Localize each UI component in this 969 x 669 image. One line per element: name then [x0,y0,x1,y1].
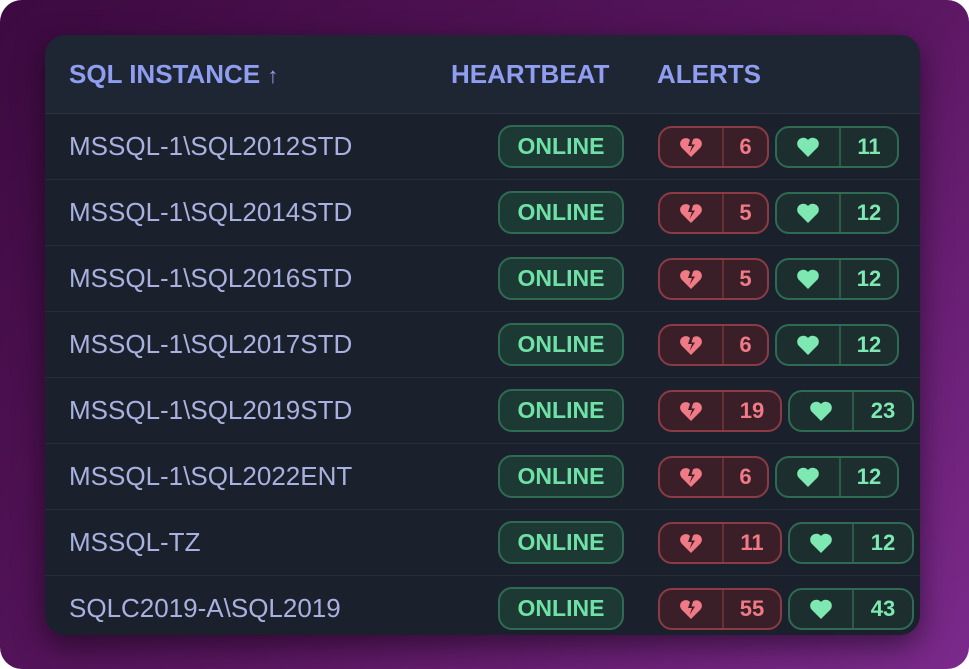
table-row[interactable]: MSSQL-TZ ONLINE 11 12 [45,510,920,576]
instance-header-label: SQL INSTANCE [69,59,261,89]
healthy-alerts-pill[interactable]: 12 [788,522,914,564]
failed-alerts-count: 11 [740,530,764,555]
column-header-alerts[interactable]: ALERTS [657,59,761,89]
heart-icon [777,326,841,364]
instance-name[interactable]: MSSQL-1\SQL2012STD [69,131,353,161]
healthy-alerts-count: 23 [870,398,896,423]
failed-alerts-count: 5 [739,200,752,225]
heart-icon [777,194,841,232]
status-badge: ONLINE [498,455,624,498]
broken-heart-icon [660,392,724,430]
failed-alerts-count: 6 [739,464,752,489]
table-row[interactable]: MSSQL-1\SQL2019STD ONLINE 19 23 [45,378,920,444]
broken-heart-icon [660,326,724,364]
table-row[interactable]: MSSQL-1\SQL2014STD ONLINE 5 12 [45,180,920,246]
instance-name[interactable]: MSSQL-1\SQL2017STD [69,329,353,359]
failed-alerts-pill[interactable]: 5 [658,192,769,234]
healthy-alerts-count: 12 [856,464,882,489]
broken-heart-icon [660,590,724,628]
failed-alerts-pill[interactable]: 19 [658,390,782,432]
status-badge: ONLINE [498,389,624,432]
failed-alerts-count: 19 [739,398,765,423]
healthy-alerts-pill[interactable]: 12 [775,258,899,300]
status-badge: ONLINE [498,521,624,564]
heart-icon [777,260,841,298]
status-badge: ONLINE [498,257,624,300]
failed-alerts-pill[interactable]: 6 [658,456,769,498]
heart-icon [790,590,854,628]
failed-alerts-pill[interactable]: 5 [658,258,769,300]
broken-heart-icon [660,194,724,232]
broken-heart-icon [660,260,724,298]
table-header: SQL INSTANCE ↑ HEARTBEAT ALERTS [45,35,920,114]
healthy-alerts-count: 12 [856,266,882,291]
failed-alerts-pill[interactable]: 6 [658,126,769,168]
instance-name[interactable]: MSSQL-TZ [69,527,201,557]
failed-alerts-pill[interactable]: 6 [658,324,769,366]
instances-table: SQL INSTANCE ↑ HEARTBEAT ALERTS MSSQL-1\… [45,35,920,635]
instance-name[interactable]: MSSQL-1\SQL2019STD [69,395,353,425]
instance-name[interactable]: MSSQL-1\SQL2016STD [69,263,353,293]
instance-name[interactable]: MSSQL-1\SQL2022ENT [69,461,353,491]
table-row[interactable]: MSSQL-1\SQL2016STD ONLINE 5 12 [45,246,920,312]
column-header-heartbeat[interactable]: HEARTBEAT [451,59,610,89]
healthy-alerts-count: 11 [857,134,881,159]
table-row[interactable]: MSSQL-1\SQL2022ENT ONLINE 6 12 [45,444,920,510]
table-row[interactable]: SQLC2019-A\SQL2019 ONLINE 55 43 [45,576,920,635]
heart-icon [777,458,841,496]
status-badge: ONLINE [498,125,624,168]
healthy-alerts-pill[interactable]: 11 [775,126,899,168]
table-row[interactable]: MSSQL-1\SQL2017STD ONLINE 6 12 [45,312,920,378]
broken-heart-icon [660,524,724,562]
broken-heart-icon [660,458,724,496]
healthy-alerts-pill[interactable]: 23 [788,390,914,432]
instance-name[interactable]: SQLC2019-A\SQL2019 [69,593,341,623]
status-badge: ONLINE [498,587,624,630]
failed-alerts-count: 6 [739,332,752,357]
broken-heart-icon [660,128,724,166]
column-header-instance[interactable]: SQL INSTANCE ↑ [69,59,278,90]
instance-name[interactable]: MSSQL-1\SQL2014STD [69,197,353,227]
failed-alerts-count: 5 [739,266,752,291]
healthy-alerts-count: 12 [856,200,882,225]
healthy-alerts-count: 12 [856,332,882,357]
healthy-alerts-pill[interactable]: 12 [775,192,899,234]
table-row[interactable]: MSSQL-1\SQL2012STD ONLINE 6 11 [45,114,920,180]
healthy-alerts-pill[interactable]: 12 [775,456,899,498]
arrow-up-icon: ↑ [267,63,279,88]
healthy-alerts-count: 43 [870,596,896,621]
failed-alerts-count: 6 [739,134,752,159]
healthy-alerts-pill[interactable]: 43 [788,588,914,630]
status-badge: ONLINE [498,191,624,234]
heart-icon [790,392,854,430]
failed-alerts-count: 55 [739,596,765,621]
failed-alerts-pill[interactable]: 11 [658,522,782,564]
heart-icon [777,128,841,166]
healthy-alerts-count: 12 [870,530,896,555]
failed-alerts-pill[interactable]: 55 [658,588,782,630]
healthy-alerts-pill[interactable]: 12 [775,324,899,366]
status-badge: ONLINE [498,323,624,366]
heart-icon [790,524,854,562]
